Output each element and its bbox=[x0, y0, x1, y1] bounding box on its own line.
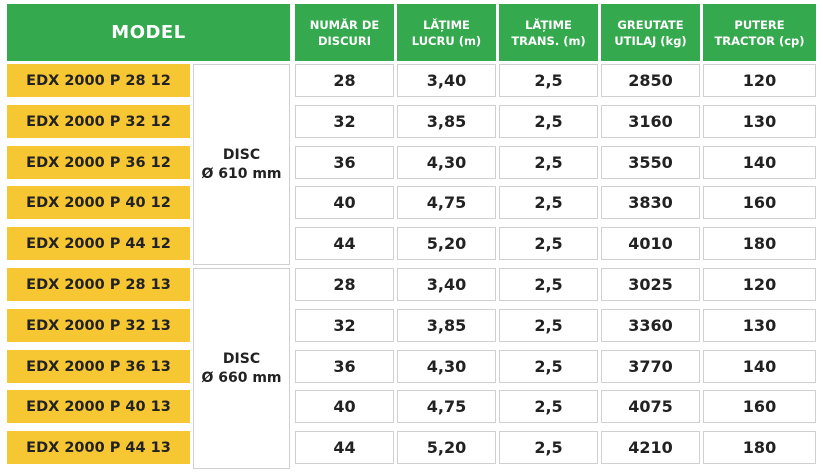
cell-weight: 4210 bbox=[601, 431, 700, 464]
cell-discs: 28 bbox=[295, 64, 394, 97]
cell-discs: 40 bbox=[295, 390, 394, 423]
header-model: MODEL bbox=[7, 4, 290, 61]
model-name-cell: EDX 2000 P 32 12 bbox=[7, 105, 190, 138]
model-name-cell: EDX 2000 P 36 12 bbox=[7, 146, 190, 179]
cell-transport-width: 2,5 bbox=[499, 390, 598, 423]
cell-work-width: 5,20 bbox=[397, 227, 496, 260]
disc-group-610: DISC Ø 610 mm bbox=[193, 64, 290, 265]
cell-weight: 2850 bbox=[601, 64, 700, 97]
cell-discs: 32 bbox=[295, 309, 394, 342]
model-name-cell: EDX 2000 P 40 12 bbox=[7, 186, 190, 219]
cell-transport-width: 2,5 bbox=[499, 227, 598, 260]
model-name-cell: EDX 2000 P 28 13 bbox=[7, 268, 190, 301]
cell-transport-width: 2,5 bbox=[499, 350, 598, 383]
cell-work-width: 4,30 bbox=[397, 350, 496, 383]
model-name-cell: EDX 2000 P 44 12 bbox=[7, 227, 190, 260]
cell-weight: 3550 bbox=[601, 146, 700, 179]
cell-power: 180 bbox=[703, 227, 816, 260]
cell-weight: 3830 bbox=[601, 186, 700, 219]
disc-group-label: DISC bbox=[222, 146, 261, 163]
cell-power: 130 bbox=[703, 105, 816, 138]
cell-work-width: 3,85 bbox=[397, 309, 496, 342]
cell-weight: 3025 bbox=[601, 268, 700, 301]
disc-group-660: DISC Ø 660 mm bbox=[193, 268, 290, 469]
disc-group-diameter: Ø 610 mm bbox=[201, 165, 282, 182]
cell-discs: 40 bbox=[295, 186, 394, 219]
cell-transport-width: 2,5 bbox=[499, 186, 598, 219]
cell-transport-width: 2,5 bbox=[499, 268, 598, 301]
cell-transport-width: 2,5 bbox=[499, 431, 598, 464]
cell-power: 160 bbox=[703, 186, 816, 219]
disc-group-label: DISC bbox=[222, 350, 261, 367]
cell-weight: 3360 bbox=[601, 309, 700, 342]
model-name-cell: EDX 2000 P 44 13 bbox=[7, 431, 190, 464]
cell-transport-width: 2,5 bbox=[499, 64, 598, 97]
cell-discs: 36 bbox=[295, 146, 394, 179]
header-transport-width: LĂȚIME TRANS. (m) bbox=[499, 4, 598, 61]
cell-transport-width: 2,5 bbox=[499, 105, 598, 138]
cell-discs: 44 bbox=[295, 227, 394, 260]
model-name-cell: EDX 2000 P 28 12 bbox=[7, 64, 190, 97]
cell-power: 130 bbox=[703, 309, 816, 342]
model-name-cell: EDX 2000 P 32 13 bbox=[7, 309, 190, 342]
disc-group-diameter: Ø 660 mm bbox=[201, 369, 282, 386]
cell-work-width: 3,40 bbox=[397, 64, 496, 97]
cell-weight: 4075 bbox=[601, 390, 700, 423]
cell-work-width: 3,40 bbox=[397, 268, 496, 301]
cell-work-width: 5,20 bbox=[397, 431, 496, 464]
cell-discs: 36 bbox=[295, 350, 394, 383]
header-weight: GREUTATE UTILAJ (kg) bbox=[601, 4, 700, 61]
cell-power: 120 bbox=[703, 268, 816, 301]
cell-weight: 3770 bbox=[601, 350, 700, 383]
cell-work-width: 4,75 bbox=[397, 390, 496, 423]
header-discs: NUMĂR DE DISCURI bbox=[295, 4, 394, 61]
cell-weight: 4010 bbox=[601, 227, 700, 260]
cell-discs: 44 bbox=[295, 431, 394, 464]
header-work-width: LĂȚIME LUCRU (m) bbox=[397, 4, 496, 61]
cell-power: 140 bbox=[703, 146, 816, 179]
cell-work-width: 4,30 bbox=[397, 146, 496, 179]
cell-work-width: 3,85 bbox=[397, 105, 496, 138]
cell-power: 120 bbox=[703, 64, 816, 97]
model-name-cell: EDX 2000 P 36 13 bbox=[7, 350, 190, 383]
cell-power: 180 bbox=[703, 431, 816, 464]
cell-transport-width: 2,5 bbox=[499, 309, 598, 342]
cell-work-width: 4,75 bbox=[397, 186, 496, 219]
cell-discs: 32 bbox=[295, 105, 394, 138]
cell-transport-width: 2,5 bbox=[499, 146, 598, 179]
header-power: PUTERE TRACTOR (cp) bbox=[703, 4, 816, 61]
model-name-cell: EDX 2000 P 40 13 bbox=[7, 390, 190, 423]
cell-power: 140 bbox=[703, 350, 816, 383]
cell-weight: 3160 bbox=[601, 105, 700, 138]
cell-discs: 28 bbox=[295, 268, 394, 301]
cell-power: 160 bbox=[703, 390, 816, 423]
